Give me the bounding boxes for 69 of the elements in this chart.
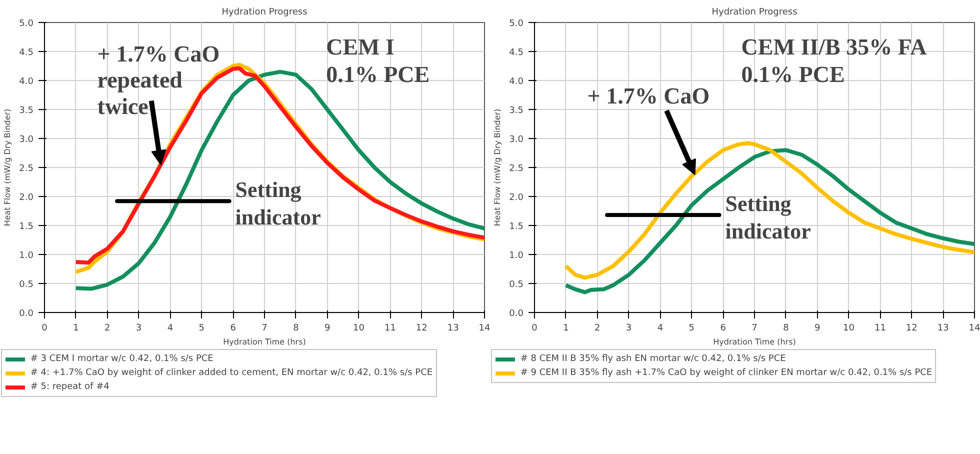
y-tick-label: 5.0: [509, 19, 524, 29]
y-tick-label: 3.5: [19, 106, 34, 116]
y-tick-label: 2.0: [19, 193, 34, 203]
y-tick-label: 3.0: [19, 135, 34, 145]
y-tick-label: 1.0: [19, 251, 34, 261]
y-tick-label: 3.5: [509, 106, 524, 116]
y-tick-label: 0.5: [509, 280, 524, 290]
y-tick-label: 0.0: [19, 309, 34, 319]
y-tick-label: 3.0: [509, 135, 524, 145]
y-tick-label: 5.0: [19, 19, 34, 29]
x-tick-label: 4: [657, 324, 664, 334]
x-tick-label: 9: [814, 324, 820, 334]
x-tick-label: 14: [478, 324, 490, 334]
x-tick-label: 0: [532, 324, 538, 334]
y-tick-label: 0.0: [509, 309, 524, 319]
x-tick-label: 0: [42, 324, 48, 334]
x-tick-label: 11: [874, 324, 886, 334]
y-tick-label: 4.0: [509, 77, 524, 87]
y-tick-label: 2.0: [509, 193, 524, 203]
y-tick-label: 0.5: [19, 280, 34, 290]
x-tick-label: 5: [688, 324, 695, 334]
x-tick-label: 1: [563, 324, 569, 334]
x-tick-label: 11: [384, 324, 396, 334]
ref-line-label: Setting indicator: [235, 177, 322, 230]
x-tick-label: 7: [752, 324, 758, 334]
y-tick-label: 1.0: [509, 251, 524, 261]
y-tick-label: 2.5: [19, 164, 34, 174]
y-axis-title: Heat Flow (mW/g Dry Binder): [493, 108, 502, 226]
x-axis-title: Hydration Time (hrs): [223, 338, 306, 346]
legend-label: # 5: repeat of #4: [30, 381, 110, 393]
y-tick-label: 4.5: [509, 48, 524, 58]
x-tick-label: 14: [968, 324, 980, 334]
x-axis-title: Hydration Time (hrs): [713, 338, 796, 346]
legend-label: # 8 CEM II B 35% fly ash EN mortar w/c 0.42, 0.1% s/s PCE: [520, 353, 786, 365]
x-tick-label: 4: [167, 324, 174, 334]
x-tick-label: 6: [230, 324, 236, 334]
x-tick-label: 3: [136, 324, 142, 334]
annotation: CEM I 0.1% PCE: [326, 34, 430, 87]
x-tick-label: 6: [720, 324, 726, 334]
y-tick-label: 1.5: [19, 222, 34, 232]
y-tick-label: 4.0: [19, 77, 34, 87]
legend-label: # 3 CEM I mortar w/c 0.42, 0.1% s/s PCE: [30, 353, 214, 365]
legend-label: # 4: +1.7% CaO by weight of clinker added to cement, EN mortar w/c 0.42, 0.1% s/s PCE: [30, 367, 433, 379]
x-tick-label: 8: [783, 324, 790, 334]
chart-title: Hydration Progress: [222, 8, 308, 18]
annotation: + 1.7% CaO: [587, 84, 710, 109]
x-tick-label: 1: [73, 324, 79, 334]
x-tick-label: 8: [293, 324, 300, 334]
x-tick-label: 13: [447, 324, 459, 334]
annotation: CEM II/B 35% FA 0.1% PCE: [741, 34, 928, 87]
x-tick-label: 10: [843, 324, 855, 334]
chart-title: Hydration Progress: [712, 8, 798, 18]
ref-line-label: Setting indicator: [725, 191, 812, 244]
x-tick-label: 3: [626, 324, 632, 334]
x-tick-label: 5: [198, 324, 205, 334]
x-tick-label: 2: [104, 324, 110, 334]
x-tick-label: 12: [906, 324, 918, 334]
x-tick-label: 13: [937, 324, 949, 334]
x-tick-label: 9: [324, 324, 330, 334]
y-axis-title: Heat Flow (mW/g Dry Binder): [3, 108, 12, 226]
y-tick-label: 4.5: [19, 48, 34, 58]
x-tick-label: 10: [353, 324, 365, 334]
x-tick-label: 2: [594, 324, 600, 334]
annotation: + 1.7% CaO repeated twice: [97, 41, 220, 119]
x-tick-label: 12: [416, 324, 428, 334]
x-tick-label: 7: [262, 324, 268, 334]
y-tick-label: 2.5: [509, 164, 524, 174]
legend-label: # 9 CEM II B 35% fly ash +1.7% CaO by weight of clinker EN mortar w/c 0.42, 0.1% s/s PCE: [520, 367, 932, 379]
y-tick-label: 1.5: [509, 222, 524, 232]
